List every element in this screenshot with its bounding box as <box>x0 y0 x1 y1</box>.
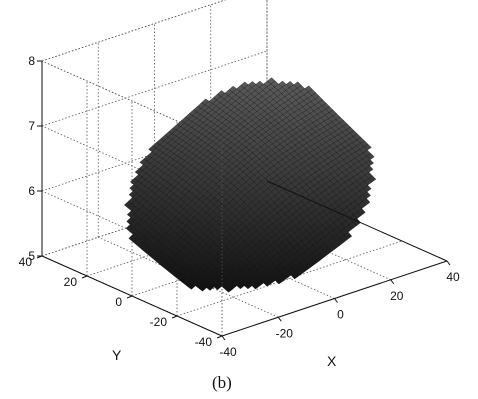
x-tick-mark <box>446 260 451 266</box>
surface-cell <box>244 282 253 290</box>
y-tick-mark <box>171 315 178 319</box>
grid-line-z-backwall <box>41 50 268 127</box>
surface-cell <box>236 282 245 290</box>
surface-mesh <box>124 77 377 293</box>
y-tick-label: -20 <box>150 315 168 329</box>
z-tick-label: 5 <box>28 249 35 263</box>
surface-cell <box>290 271 299 280</box>
x-axis-label: X <box>327 353 337 369</box>
surface-cell <box>187 282 196 290</box>
z-tick-label: 6 <box>28 184 35 198</box>
y-tick-mark <box>81 275 88 279</box>
grid-line-z-backwall <box>41 115 268 192</box>
y-tick-label: -40 <box>195 335 213 349</box>
x-tick-mark <box>390 279 395 285</box>
x-tick-mark <box>221 335 226 341</box>
grid-line-z-backwall <box>41 180 268 257</box>
grid-line-y-floor <box>176 240 403 317</box>
surface-cell <box>263 279 272 287</box>
box-edge <box>41 0 227 62</box>
surface-cell <box>224 285 233 293</box>
x-tick-mark <box>277 316 282 322</box>
y-tick-label: 20 <box>64 275 78 289</box>
y-tick-label: 0 <box>115 295 122 309</box>
z-tick-label: 7 <box>28 119 35 133</box>
surface-cell <box>251 282 260 290</box>
surface-cell <box>213 283 222 291</box>
box-edge-right <box>266 180 448 262</box>
axes-front-edges <box>36 60 451 341</box>
x-tick-mark <box>334 298 338 303</box>
x-tick-label: 0 <box>337 308 344 322</box>
x-tick-label: 20 <box>390 289 404 303</box>
grid-line-y-floor <box>86 200 313 277</box>
grid-line-y-floor <box>131 220 358 297</box>
y-tick-mark <box>216 335 223 339</box>
x-tick-label: 40 <box>446 270 460 284</box>
z-tick-label: 8 <box>28 54 35 68</box>
x-tick-label: -20 <box>276 326 294 340</box>
surface-cell <box>198 284 207 292</box>
surface-cell <box>206 283 215 291</box>
y-tick-mark <box>126 295 133 299</box>
surface-cell <box>275 277 284 285</box>
figure-caption: (b) <box>212 373 232 392</box>
x-tick-label: -40 <box>219 345 237 359</box>
grid-line-z-backwall <box>41 0 227 62</box>
y-axis-label: Y <box>112 347 122 363</box>
y-tick-label: 40 <box>19 255 33 269</box>
